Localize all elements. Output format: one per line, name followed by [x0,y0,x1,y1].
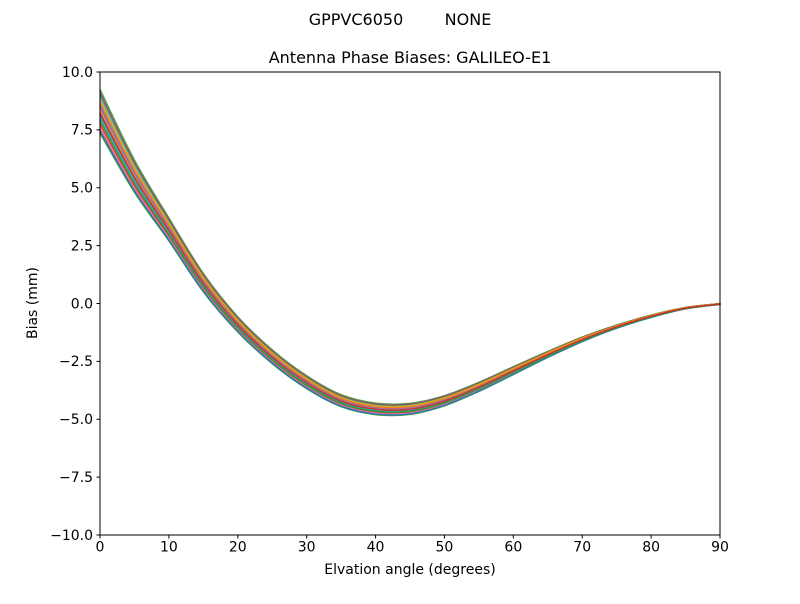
x-tick-label: 90 [711,540,729,556]
y-tick-label: 0.0 [71,296,93,312]
x-tick-label: 10 [160,540,178,556]
series-line [99,130,721,416]
y-tick-label: −2.5 [59,354,93,370]
axis-ticks: 0 10 20 30 40 50 60 70 80 90 10.0 7.5 5.0 2.5 0.0 −2.5 −… [50,65,729,556]
x-tick-label: 70 [573,540,591,556]
figure-suptitle-right: NONE [445,10,492,29]
x-tick-label: 20 [229,540,247,556]
series-lines [99,88,721,417]
figure-suptitle-left: GPPVC6050 [309,10,404,29]
y-tick-label: 10.0 [62,65,93,81]
y-tick-label: −5.0 [59,412,93,428]
axes-title: Antenna Phase Biases: GALILEO-E1 [269,48,552,67]
y-tick-label: 5.0 [71,181,93,197]
series-line [99,112,721,412]
x-tick-label: 50 [436,540,454,556]
x-tick-label: 80 [642,540,660,556]
y-axis-label: Bias (mm) [25,267,41,339]
y-tick-label: −10.0 [50,528,93,544]
x-tick-label: 30 [298,540,316,556]
y-tick-label: 7.5 [71,123,93,139]
series-line [99,102,721,409]
x-tick-label: 0 [96,540,105,556]
y-tick-label: 2.5 [71,238,93,254]
x-tick-label: 40 [367,540,385,556]
x-axis-label: Elvation angle (degrees) [324,562,495,578]
y-tick-label: −7.5 [59,470,93,486]
x-tick-label: 60 [504,540,522,556]
